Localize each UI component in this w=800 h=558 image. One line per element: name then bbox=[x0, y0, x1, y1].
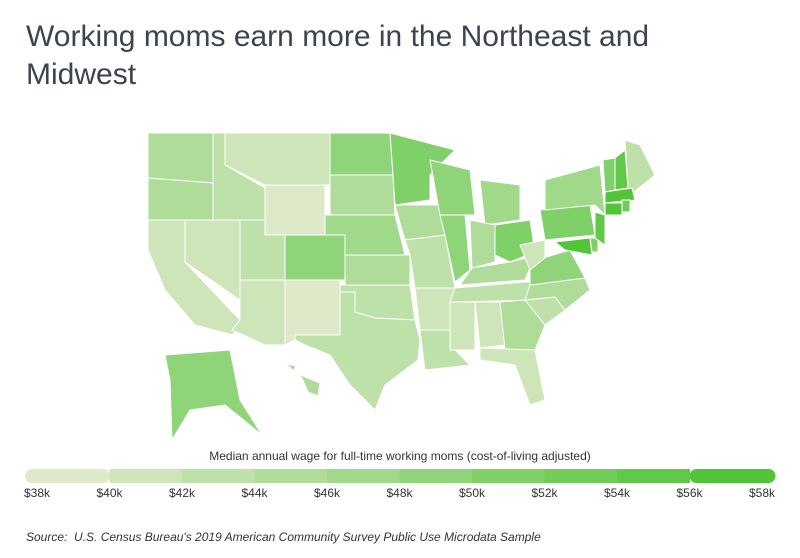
state bbox=[604, 187, 636, 204]
state bbox=[479, 347, 546, 406]
legend-tick-label: $44k bbox=[241, 486, 268, 500]
legend-swatch bbox=[472, 469, 545, 483]
legend-tick-label: $46k bbox=[314, 486, 341, 500]
state bbox=[414, 287, 456, 331]
source-text: U.S. Census Bureau's 2019 American Commu… bbox=[74, 530, 541, 544]
legend-title: Median annual wage for full-time working… bbox=[209, 449, 591, 463]
state bbox=[264, 184, 326, 236]
state bbox=[499, 299, 546, 351]
legend-tick-label: $54k bbox=[604, 486, 631, 500]
states bbox=[147, 132, 656, 442]
state bbox=[553, 237, 593, 256]
source-label: Source: bbox=[26, 530, 68, 544]
legend-tick-label: $48k bbox=[386, 486, 413, 500]
state bbox=[419, 329, 472, 371]
state bbox=[621, 199, 631, 213]
legend-swatch bbox=[25, 469, 110, 483]
legend-tick-label: $58k bbox=[749, 486, 776, 500]
state bbox=[329, 132, 394, 176]
state bbox=[589, 237, 599, 253]
state bbox=[449, 301, 476, 351]
legend-tick-label: $52k bbox=[531, 486, 558, 500]
state bbox=[389, 132, 456, 206]
state bbox=[147, 132, 214, 184]
legend: $38k $40k $42k $44k $46k $48k $50k $52k $54k $56k… bbox=[24, 469, 776, 500]
legend-tick-label: $40k bbox=[96, 486, 123, 500]
legend-tick-label: $56k bbox=[676, 486, 703, 500]
legend-swatch bbox=[182, 469, 255, 483]
legend-swatch bbox=[689, 469, 776, 483]
state bbox=[329, 174, 396, 216]
state bbox=[544, 164, 606, 217]
state bbox=[479, 179, 521, 226]
legend-swatch bbox=[327, 469, 400, 483]
state bbox=[594, 211, 606, 246]
state bbox=[469, 219, 496, 269]
chart-title: Working moms earn more in the Northeast … bbox=[26, 20, 650, 91]
legend-tick-label: $42k bbox=[169, 486, 196, 500]
state bbox=[147, 177, 214, 221]
state bbox=[344, 254, 411, 286]
state bbox=[394, 204, 446, 241]
state bbox=[231, 279, 286, 346]
state bbox=[439, 214, 471, 283]
state bbox=[539, 204, 596, 241]
source: Source: U.S. Census Bureau's 2019 Americ… bbox=[26, 530, 541, 544]
legend-tick-label: $38k bbox=[24, 486, 51, 500]
legend-swatch bbox=[544, 469, 618, 483]
state bbox=[624, 139, 656, 196]
legend-swatch bbox=[254, 469, 328, 483]
legend-swatch bbox=[399, 469, 473, 483]
legend-swatch bbox=[617, 469, 690, 483]
state bbox=[284, 363, 321, 397]
state bbox=[519, 239, 546, 271]
legend-swatch bbox=[109, 469, 183, 483]
state bbox=[284, 234, 346, 281]
legend-tick-label: $50k bbox=[459, 486, 486, 500]
state bbox=[429, 159, 476, 216]
state bbox=[164, 349, 263, 442]
state bbox=[294, 291, 421, 411]
state bbox=[602, 157, 616, 193]
state bbox=[604, 202, 623, 216]
